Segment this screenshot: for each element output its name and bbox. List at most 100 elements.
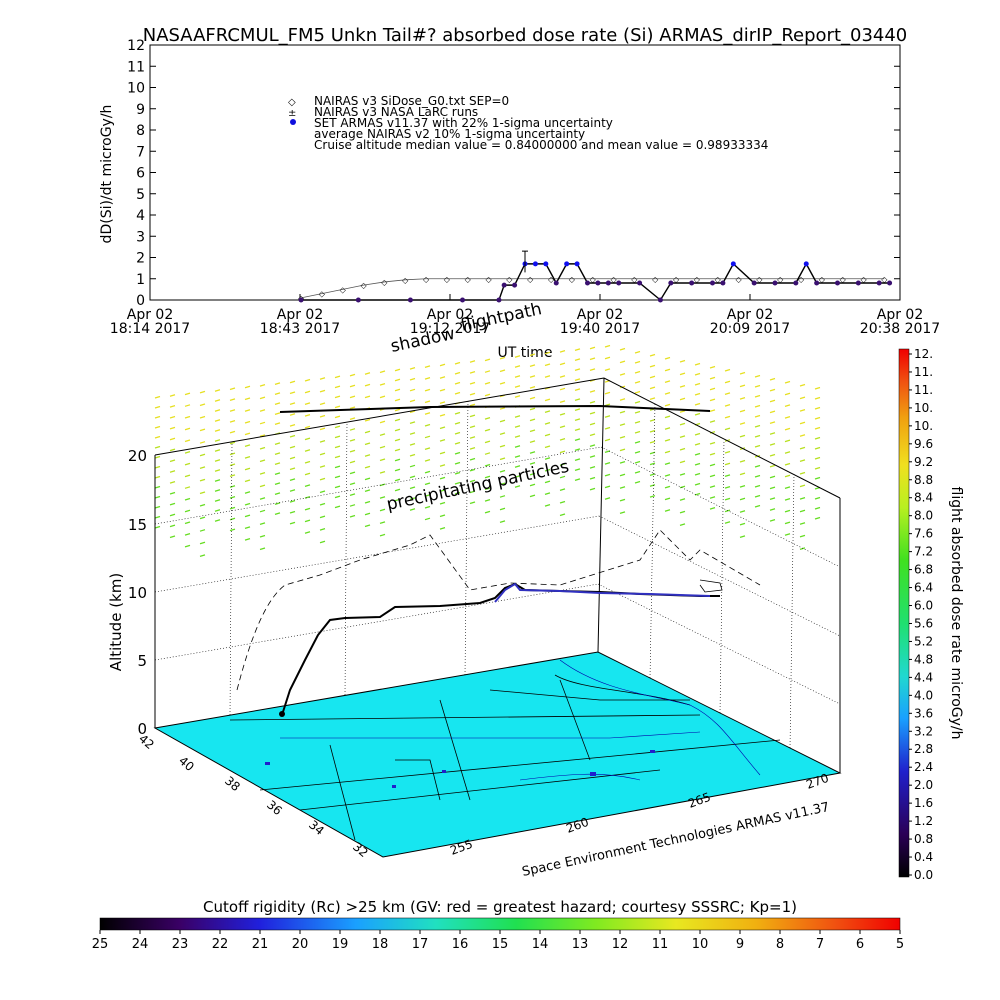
particle-dash (544, 468, 551, 472)
particle-dash (784, 416, 791, 419)
particle-dash (379, 458, 386, 462)
armas-point (668, 280, 674, 286)
particle-dash (289, 413, 296, 416)
flightpath-high-dose-segment (494, 582, 711, 603)
particle-dash (319, 440, 326, 443)
particle-dash (319, 377, 326, 380)
particle-dash (199, 541, 206, 545)
colorbar-tick-label: 8.8 (914, 473, 933, 487)
cutoff-tick-label: 15 (492, 937, 509, 952)
particle-dash (724, 486, 731, 489)
particle-dash (574, 408, 581, 412)
particle-dash (514, 425, 521, 428)
particle-dash (364, 500, 371, 504)
x-tick-label-date: Apr 02 (727, 307, 773, 323)
particle-dash (244, 409, 251, 412)
particle-dash (424, 482, 431, 486)
particle-dash (214, 399, 221, 402)
particle-dash (454, 421, 461, 425)
particle-dash (289, 510, 296, 514)
particle-dash (259, 421, 266, 425)
particle-dash (319, 477, 326, 481)
particle-dash (469, 490, 476, 494)
cutoff-tick-label: 24 (132, 937, 149, 952)
x-tick-label-time: 20:38 2017 (860, 321, 940, 337)
cutoff-tick-label: 11 (652, 937, 669, 952)
map-markers (265, 750, 655, 788)
particle-dash (784, 451, 791, 454)
particle-dash (244, 526, 251, 529)
particle-dash (184, 544, 191, 548)
particle-dash (274, 392, 281, 396)
particle-dash (304, 437, 311, 441)
particle-dash (559, 375, 566, 378)
particle-dash (814, 466, 821, 470)
particle-dash (274, 442, 281, 446)
particle-dash (529, 407, 536, 411)
nairas-v3-point: ◇ (840, 275, 847, 284)
particle-dash (199, 415, 206, 419)
particle-dash (694, 392, 701, 396)
particle-dash (529, 494, 536, 498)
armas-point (298, 297, 304, 303)
particle-dash (259, 434, 266, 438)
cutoff-tick-label: 22 (212, 937, 229, 952)
particle-dash (709, 496, 716, 499)
three-d-plot: shadow flightpath precipitating particle… (107, 299, 842, 880)
particle-dash (334, 405, 341, 409)
cutoff-tick-label: 25 (92, 937, 109, 952)
particle-dash (439, 476, 446, 480)
particle-dash (349, 460, 356, 464)
particle-dash (514, 435, 521, 438)
particle-dash (364, 454, 371, 457)
particle-dash (184, 392, 191, 396)
cutoff-tick-label: 12 (612, 937, 629, 952)
y-tick-label: 1 (136, 272, 145, 288)
particle-dash (334, 425, 341, 429)
particle-dash (214, 419, 221, 422)
particle-dash (364, 442, 371, 446)
particle-dash (184, 497, 191, 501)
particle-dash (424, 458, 431, 462)
particle-dash (739, 434, 746, 438)
particle-dash (484, 370, 491, 373)
particle-dash (199, 390, 206, 394)
particle-dash (754, 444, 761, 448)
particle-dash (709, 452, 716, 456)
particle-dash (544, 433, 551, 437)
particle-dash (559, 475, 566, 479)
colorbar-tick-label: 4.8 (914, 652, 933, 666)
particle-dash (589, 433, 596, 437)
particle-dash (169, 405, 176, 408)
particle-dash (634, 350, 641, 354)
particle-dash (424, 400, 431, 404)
particle-dash (709, 420, 716, 423)
particle-dash (274, 412, 281, 416)
particle-dash (334, 455, 341, 459)
colorbar-gradient (898, 348, 910, 878)
particle-dash (814, 456, 821, 460)
particle-dash (679, 359, 686, 363)
colorbar-tick-label: 12. (914, 347, 933, 361)
particle-dash (769, 388, 776, 392)
particle-dash (304, 472, 311, 476)
cutoff-tick-label: 9 (736, 937, 744, 952)
particle-dash (799, 396, 806, 400)
particle-dash (619, 398, 626, 401)
particle-dash (529, 364, 536, 367)
particle-dash (439, 426, 446, 430)
particle-dash (409, 421, 416, 425)
particle-dash (379, 370, 386, 374)
colorbar-tick-label: 11. (914, 365, 933, 379)
nairas-v3-point: ◇ (777, 275, 784, 284)
particle-dash (184, 404, 191, 407)
particle-dash (754, 484, 761, 488)
particle-dash (394, 378, 401, 382)
x-tick-label-date: Apr 02 (127, 307, 173, 323)
particle-dash (484, 463, 491, 467)
particle-dash (739, 397, 746, 400)
particle-dash (799, 409, 806, 412)
particle-dash (769, 399, 776, 403)
flight-start-marker (279, 711, 285, 717)
particle-dash (709, 387, 716, 391)
